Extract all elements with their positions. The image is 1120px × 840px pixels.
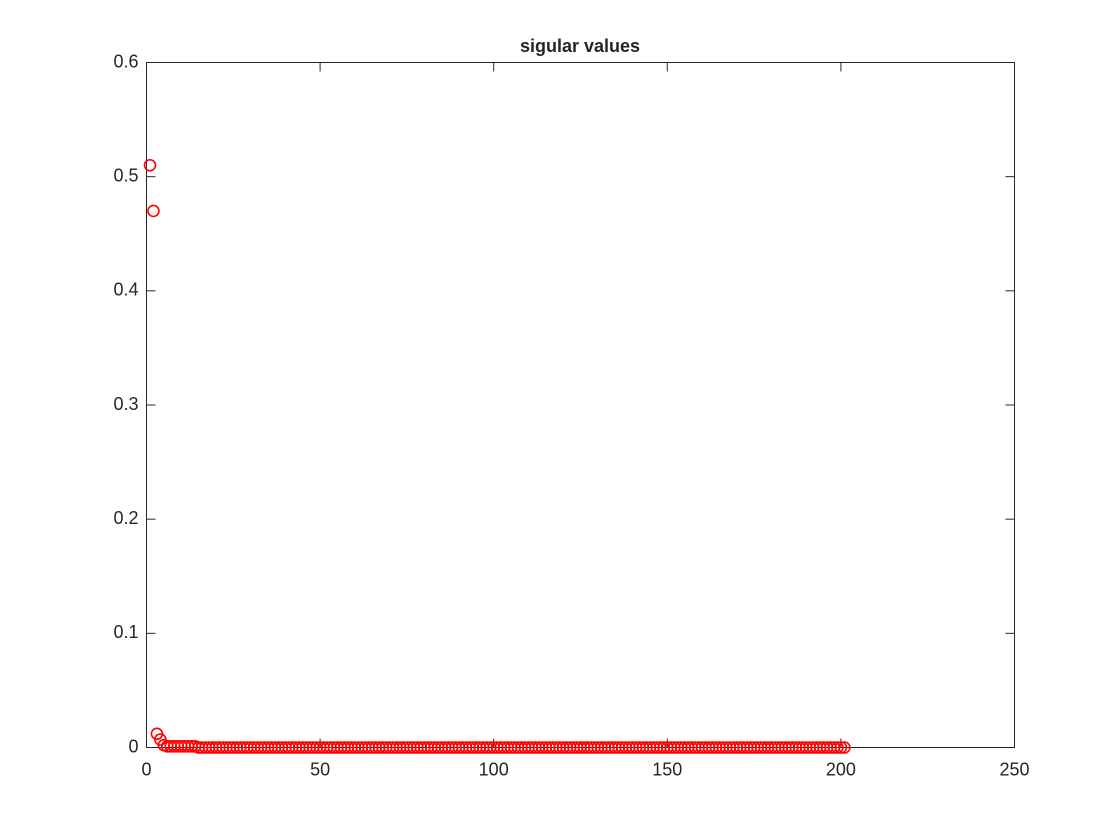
y-tick-label: 0.6 (113, 51, 138, 71)
x-tick-label: 200 (826, 759, 856, 779)
point (831, 741, 844, 754)
y-tick-label: 0.4 (113, 280, 138, 300)
y-tick-label: 0 (128, 736, 138, 756)
point (834, 741, 848, 754)
point (143, 158, 157, 172)
chart-title: sigular values (520, 36, 640, 56)
x-tick-label: 250 (999, 759, 1029, 779)
point (147, 204, 160, 218)
x-tick-label: 0 (141, 759, 151, 779)
point (838, 741, 851, 754)
y-tick-label: 0.2 (113, 508, 138, 528)
x-tick-label: 150 (652, 759, 682, 779)
y-tick-label: 0.5 (113, 165, 138, 185)
y-tick-label: 0.1 (113, 622, 138, 642)
y-tick-label: 0.3 (113, 394, 138, 414)
x-tick-label: 50 (310, 759, 330, 779)
x-tick-label: 100 (479, 759, 509, 779)
